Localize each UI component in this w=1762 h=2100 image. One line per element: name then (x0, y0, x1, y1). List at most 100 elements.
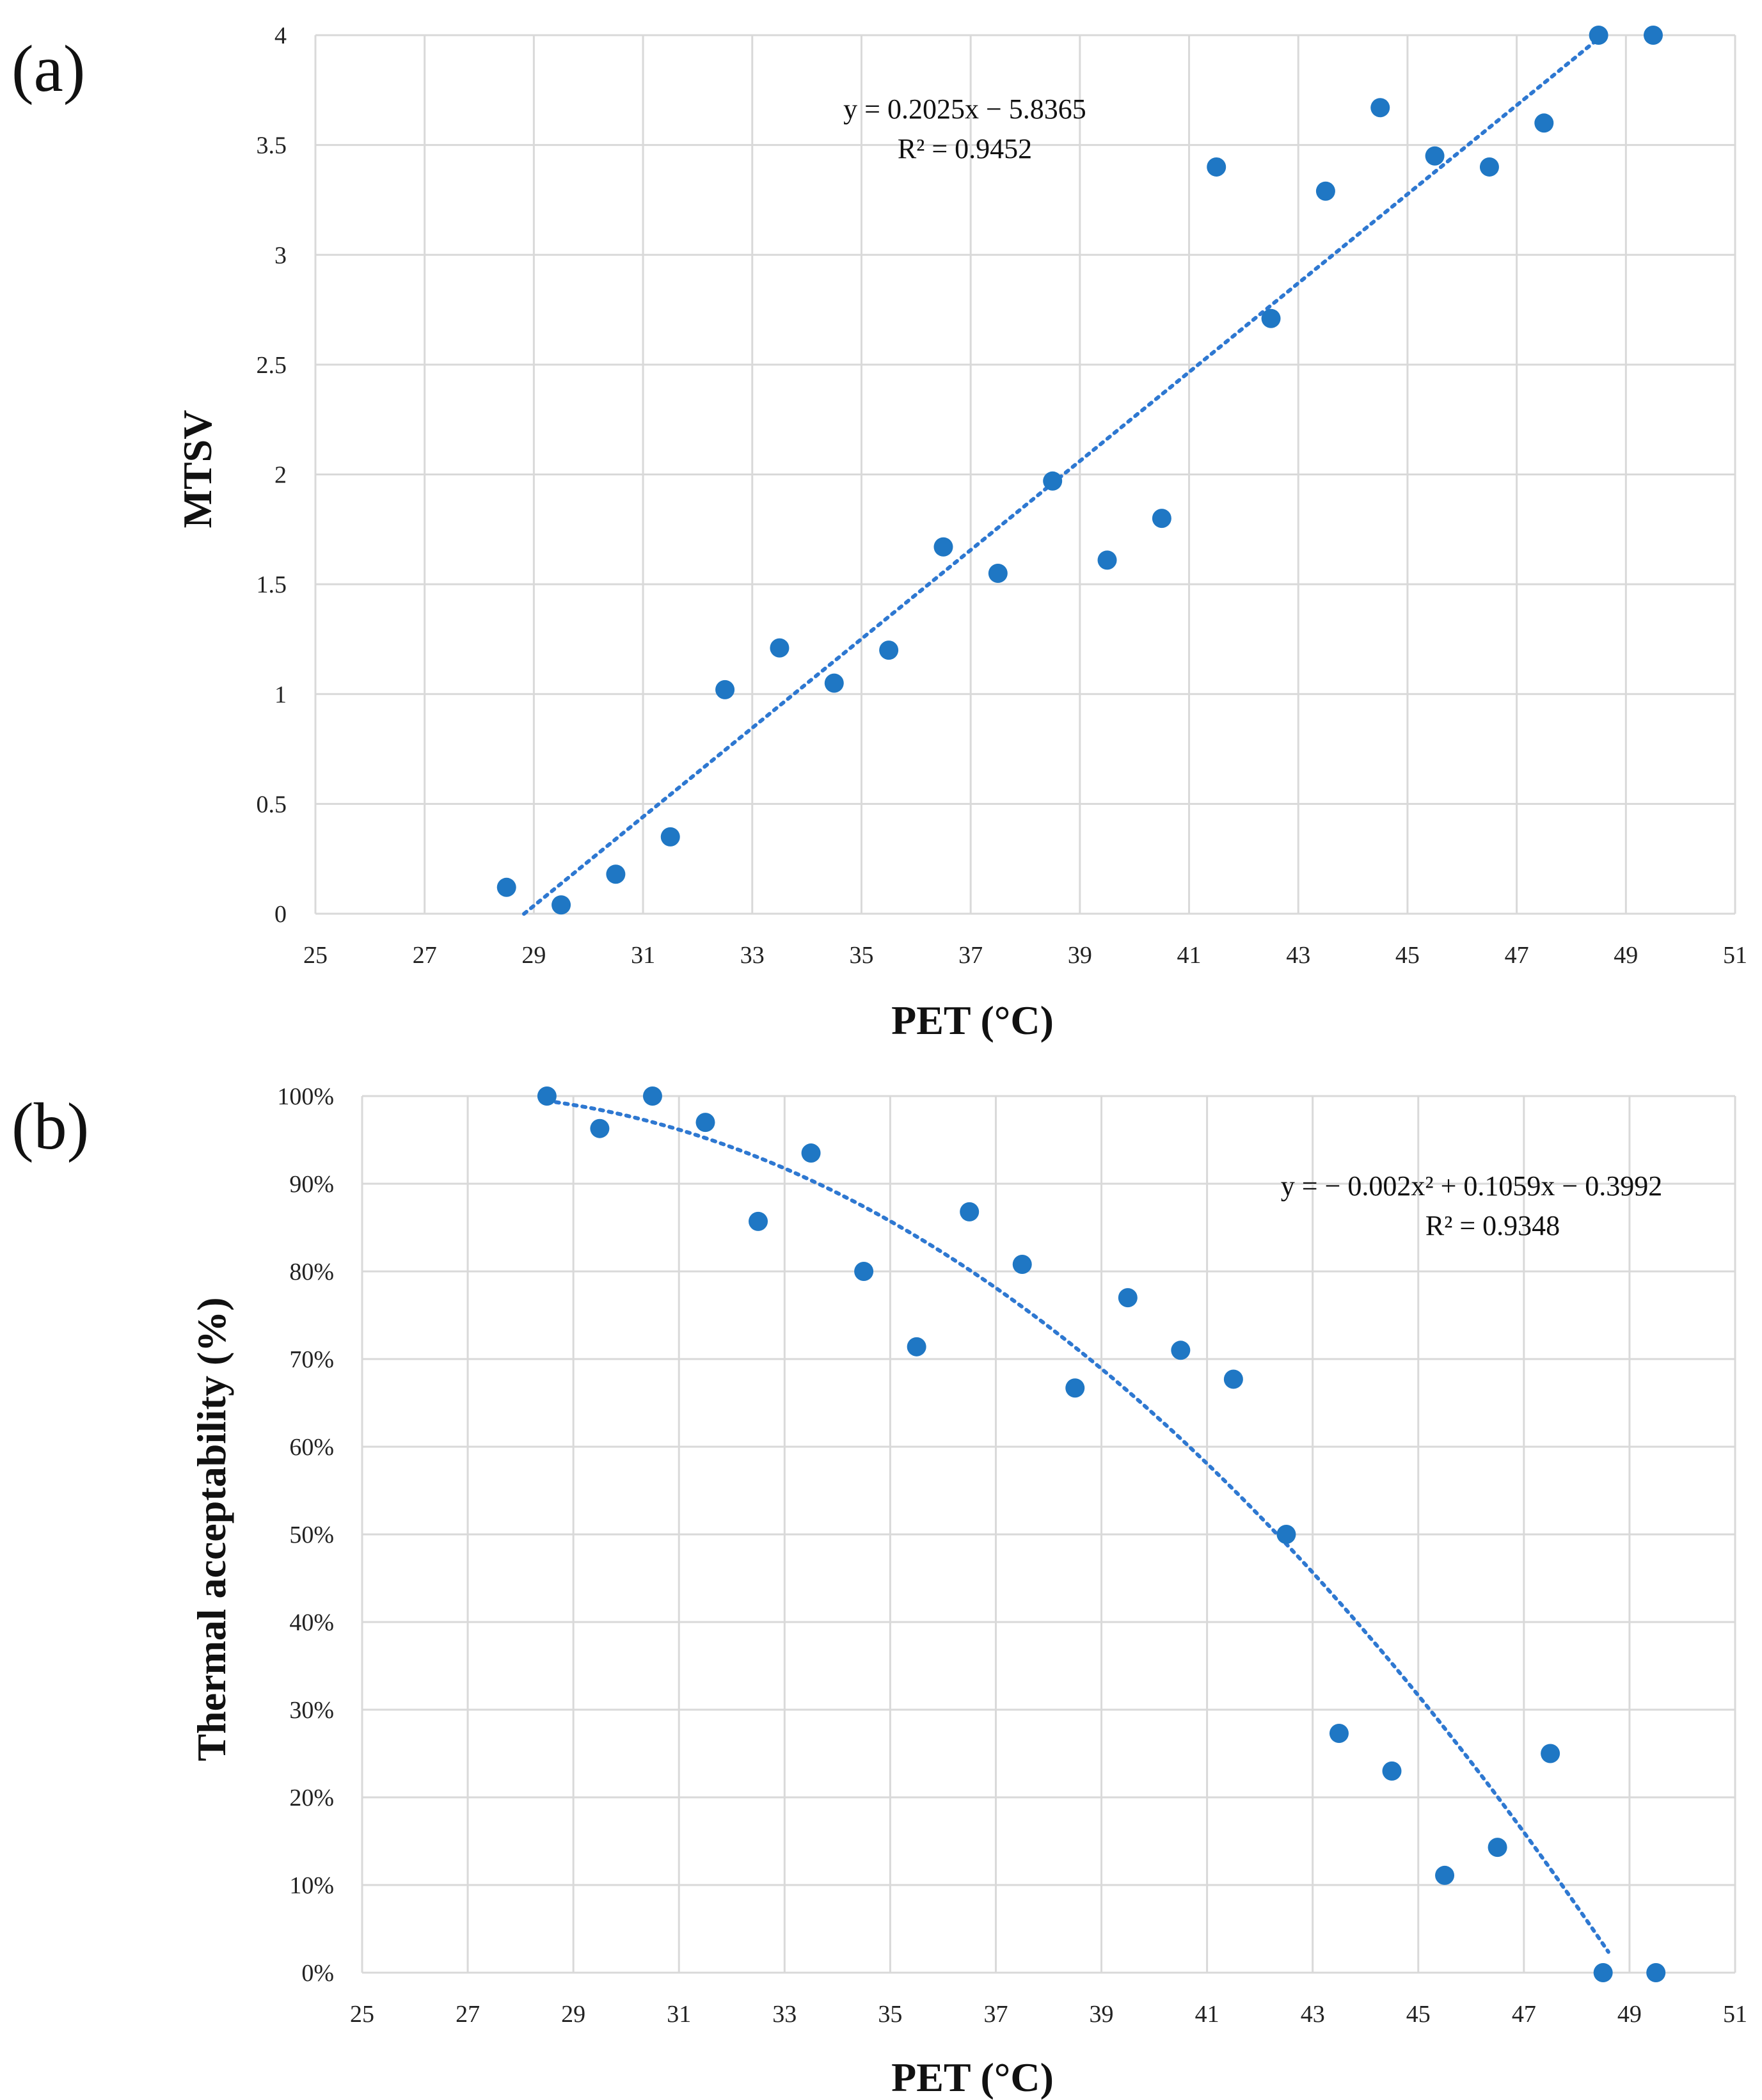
data-point (854, 1262, 874, 1281)
data-point (907, 1337, 926, 1356)
data-point (1261, 308, 1281, 328)
data-point (1382, 1761, 1402, 1781)
panel-a-trendline (522, 33, 1605, 916)
data-point (695, 1113, 715, 1133)
y-tick-label: 100% (277, 1083, 334, 1110)
x-tick-label: 37 (983, 2001, 1008, 2028)
y-tick-label: 4 (274, 22, 287, 49)
data-point (537, 1086, 557, 1106)
panel-a-y-axis-title: MTSV (175, 410, 220, 529)
y-tick-label: 0.5 (257, 791, 287, 818)
data-point (1097, 550, 1117, 570)
data-point (1012, 1255, 1032, 1275)
panel-a-equation: y = 0.2025x − 5.8365 (843, 93, 1086, 125)
x-tick-label: 45 (1406, 2001, 1431, 2028)
panel-a-x-tick-labels: 25 27 29 31 33 35 37 39 41 43 45 47 49 51 (303, 942, 1747, 969)
data-point (1593, 1963, 1613, 1982)
x-tick-label: 43 (1286, 942, 1310, 969)
y-tick-label: 1 (274, 681, 287, 708)
panel-b: (b) 25 27 29 31 33 35 37 39 41 43 45 47 49 51 0% 10% 20… (12, 1083, 1747, 2100)
data-point (606, 864, 626, 884)
panel-a: (a) 25 27 29 31 33 35 37 39 41 43 45 47 49 51 00.511.… (12, 22, 1747, 1043)
x-tick-label: 29 (561, 2001, 585, 2028)
panel-b-y-axis-title: Thermal acceptability (%) (189, 1297, 234, 1761)
panel-a-y-tick-labels: 0 0.5 1 1.5 2 2.5 3 3.5 4 (257, 22, 287, 928)
data-point (552, 895, 571, 915)
x-tick-label: 47 (1512, 2001, 1536, 2028)
x-tick-label: 25 (350, 2001, 374, 2028)
x-tick-label: 41 (1177, 942, 1202, 969)
data-point (496, 877, 516, 897)
y-tick-label: 1.5 (257, 571, 287, 598)
data-point (1223, 1369, 1243, 1389)
x-tick-label: 31 (631, 942, 655, 969)
data-point (1534, 113, 1554, 133)
panel-b-points (537, 1086, 1666, 1982)
x-tick-label: 39 (1090, 2001, 1114, 2028)
y-tick-label: 3 (274, 242, 287, 269)
data-point (1207, 157, 1226, 177)
y-tick-label: 90% (289, 1171, 334, 1198)
panel-a-grid (314, 34, 1736, 915)
data-point (824, 673, 844, 693)
y-tick-label: 0% (301, 1960, 334, 1987)
x-tick-label: 49 (1617, 2001, 1642, 2028)
y-tick-label: 2.5 (257, 352, 287, 379)
x-tick-label: 43 (1301, 2001, 1325, 2028)
x-tick-label: 49 (1614, 942, 1638, 969)
data-point (801, 1143, 821, 1163)
x-tick-label: 51 (1723, 2001, 1747, 2028)
panel-b-x-tick-labels: 25 27 29 31 33 35 37 39 41 43 45 47 49 51 (350, 2001, 1747, 2028)
data-point (1488, 1838, 1507, 1857)
data-point (1643, 26, 1663, 45)
panel-b-equation: y = − 0.002x² + 0.1059x − 0.3992 (1281, 1170, 1662, 1202)
panel-b-label: (b) (12, 1090, 89, 1163)
y-tick-label: 80% (289, 1259, 334, 1285)
data-point (1043, 471, 1063, 491)
x-tick-label: 47 (1505, 942, 1529, 969)
data-point (1276, 1525, 1296, 1544)
x-tick-label: 35 (878, 2001, 902, 2028)
y-tick-label: 40% (289, 1609, 334, 1636)
panel-b-grid (361, 1095, 1736, 1974)
x-tick-label: 33 (740, 942, 765, 969)
y-tick-label: 20% (289, 1785, 334, 1811)
x-tick-label: 45 (1395, 942, 1420, 969)
data-point (960, 1202, 980, 1221)
y-tick-label: 2 (274, 462, 287, 489)
panel-b-x-axis-title: PET (°C) (891, 2055, 1054, 2100)
x-tick-label: 33 (772, 2001, 797, 2028)
data-point (1152, 509, 1171, 529)
data-point (1065, 1378, 1085, 1398)
data-point (770, 638, 790, 658)
data-point (1370, 98, 1390, 118)
x-tick-label: 37 (958, 942, 983, 969)
data-point (988, 563, 1008, 583)
y-tick-label: 70% (289, 1346, 334, 1373)
data-point (1315, 181, 1335, 201)
y-tick-label: 60% (289, 1434, 334, 1461)
x-tick-label: 51 (1723, 942, 1747, 969)
data-point (1479, 157, 1499, 177)
data-point (1646, 1963, 1666, 1982)
y-tick-label: 50% (289, 1522, 334, 1548)
x-tick-label: 27 (456, 2001, 480, 2028)
x-tick-label: 35 (849, 942, 873, 969)
y-tick-label: 10% (289, 1872, 334, 1899)
data-point (1541, 1744, 1560, 1763)
data-point (715, 680, 735, 699)
panel-a-label: (a) (12, 32, 85, 106)
data-point (1118, 1288, 1138, 1308)
x-tick-label: 27 (413, 942, 437, 969)
data-point (879, 640, 899, 660)
panel-a-points (496, 26, 1663, 915)
x-tick-label: 41 (1195, 2001, 1219, 2028)
data-point (1329, 1723, 1349, 1743)
data-point (590, 1118, 610, 1138)
data-point (749, 1211, 768, 1231)
data-point (1425, 146, 1445, 166)
y-tick-label: 30% (289, 1697, 334, 1724)
x-tick-label: 29 (521, 942, 546, 969)
data-point (933, 537, 953, 557)
